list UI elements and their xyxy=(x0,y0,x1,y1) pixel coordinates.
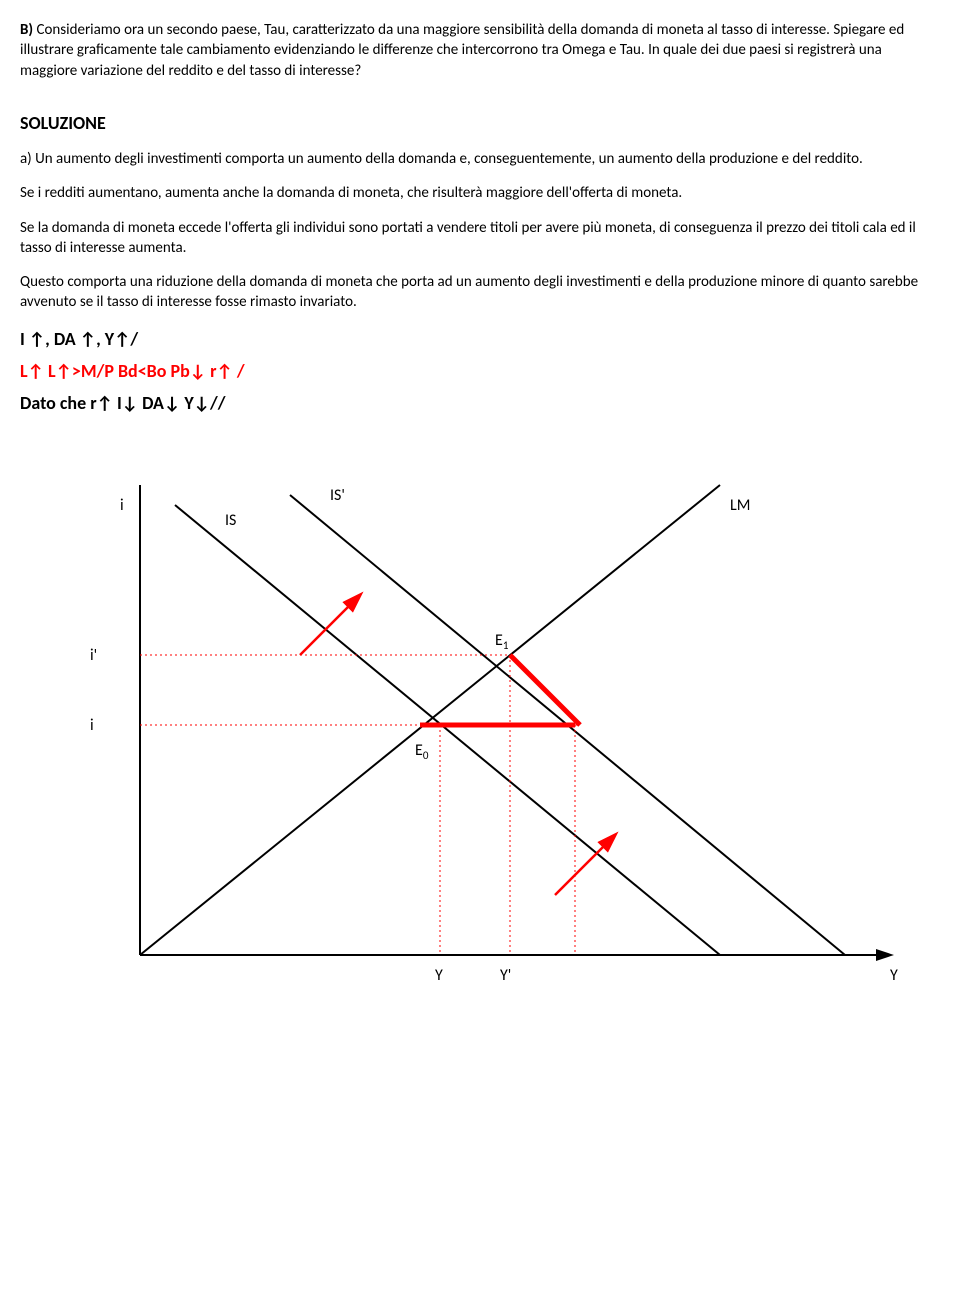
solution-p2: Se i redditi aumentano, aumenta anche la… xyxy=(20,183,940,203)
formula-line3: Dato che r↑ I↓ DA↓ Y↓// xyxy=(20,391,940,415)
label-iprime: i' xyxy=(90,646,97,665)
question-label: B) xyxy=(20,21,33,39)
label-ISprime: IS' xyxy=(330,486,345,505)
question-paragraph: B) Consideriamo ora un secondo paese, Ta… xyxy=(20,20,940,81)
solution-title: SOLUZIONE xyxy=(20,111,940,135)
solution-p1: a) Un aumento degli investimenti comport… xyxy=(20,149,940,169)
label-E1: E1 xyxy=(495,631,509,652)
label-Y: Y xyxy=(435,966,443,985)
label-Y-axis: Y xyxy=(890,966,898,985)
formula-line1: I ↑, DA ↑, Y↑/ xyxy=(20,327,940,351)
label-E0: E0 xyxy=(415,741,429,762)
label-LM: LM xyxy=(730,496,750,515)
label-Yprime: Y' xyxy=(500,966,511,985)
formula-line2: L↑ L↑>M/P Bd<Bo Pb↓ r↑ / xyxy=(20,359,940,383)
solution-p4: Questo comporta una riduzione della doma… xyxy=(20,272,940,313)
question-text: Consideriamo ora un secondo paese, Tau, … xyxy=(20,21,904,80)
label-i-low: i xyxy=(90,716,94,735)
label-i-top: i xyxy=(120,496,124,515)
label-IS: IS xyxy=(225,511,236,530)
solution-p3: Se la domanda di moneta eccede l'offerta… xyxy=(20,218,940,259)
islm-chart: i IS IS' LM i' i E1 E0 Y Y' Y xyxy=(20,465,940,985)
